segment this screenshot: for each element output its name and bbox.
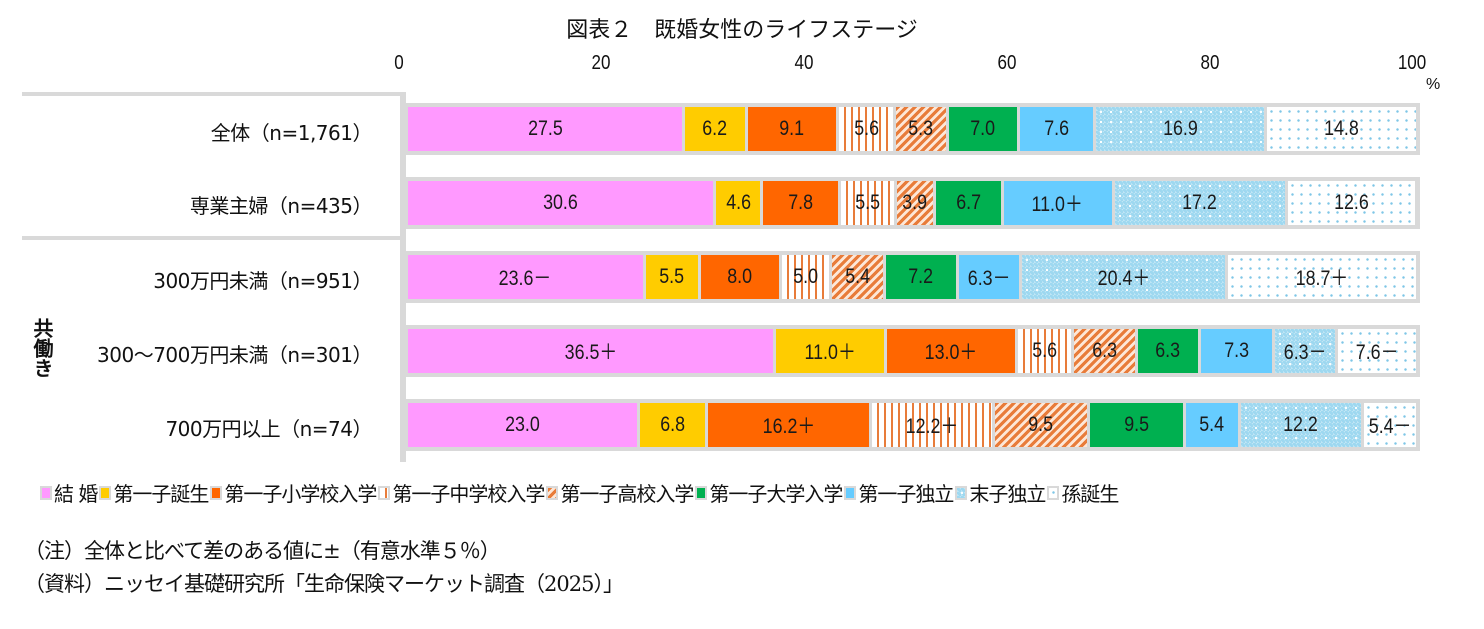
segment-youngest-independent: 17.2: [1114, 181, 1288, 225]
legend-swatch-icon: [1047, 485, 1060, 500]
x-tick-20: 20: [591, 52, 611, 74]
x-tick-60: 60: [997, 52, 1017, 74]
segment-university: 6.3: [1137, 329, 1202, 373]
segment-youngest-independent: 12.2: [1240, 403, 1364, 447]
legend-swatch-icon: [546, 485, 559, 500]
row-label-all: 全体（n=1,761）: [210, 121, 373, 145]
x-tick-80: 80: [1200, 52, 1220, 74]
segment-grandchild-birth: 14.8: [1266, 107, 1416, 151]
legend-item-high-school: 第一子高校入学: [546, 478, 694, 507]
legend-swatch-icon: [99, 485, 112, 500]
segment-university: 6.7: [936, 181, 1004, 225]
segment-youngest-independent: 16.9: [1096, 107, 1267, 151]
legend-swatch-icon: [955, 485, 968, 500]
segment-junior-high: 5.5: [841, 181, 897, 225]
segment-university: 9.5: [1090, 403, 1187, 447]
segment-elementary: 7.8: [762, 181, 842, 225]
segment-marriage: 23.6－: [408, 255, 646, 299]
segment-junior-high: 5.6: [1017, 329, 1075, 373]
segment-first-child-birth: 4.6: [716, 181, 763, 225]
segment-marriage: 23.0: [408, 403, 640, 447]
group-label-dual-income: 共働き: [30, 318, 54, 378]
segment-first-child-independent: 7.3: [1201, 329, 1275, 373]
row-label-under-300: 300万円未満（n=951）: [153, 269, 372, 293]
segment-university: 7.2: [886, 255, 959, 299]
segment-grandchild-birth: 5.4－: [1363, 403, 1416, 447]
row-label-300-700: 300～700万円未満（n=301）: [97, 343, 372, 367]
legend-swatch-icon: [378, 485, 391, 500]
segment-first-child-independent: 11.0＋: [1003, 181, 1115, 225]
legend-item-first-child-birth: 第一子誕生: [99, 478, 209, 507]
segment-elementary: 13.0＋: [886, 329, 1018, 373]
segment-high-school: 5.3: [895, 107, 950, 151]
row-label-housewife: 専業主婦（n=435）: [189, 194, 373, 218]
legend-item-elementary: 第一子小学校入学: [210, 478, 377, 507]
segment-marriage: 30.6: [408, 181, 717, 225]
legend-swatch-icon: [695, 485, 708, 500]
legend-item-first-child-independent: 第一子独立: [844, 478, 954, 507]
segment-high-school: 6.3: [1074, 329, 1138, 373]
segment-elementary: 16.2＋: [708, 403, 872, 447]
bar-row-over-700: 23.0 6.8 16.2＋ 12.2＋ 9.5 9.5 5.4 12.2 5.…: [404, 399, 1420, 451]
segment-first-child-birth: 5.5: [645, 255, 702, 299]
bar-row-under-300: 23.6－ 5.5 8.0 5.0 5.4 7.2 6.3－ 20.4＋ 18.…: [404, 251, 1420, 303]
axis-unit: %: [1426, 76, 1441, 93]
segment-university: 7.0: [949, 107, 1020, 151]
bar-row-300-700: 36.5＋ 11.0＋ 13.0＋ 5.6 6.3 6.3 7.3 6.3－ 7…: [404, 325, 1420, 377]
segment-grandchild-birth: 7.6－: [1338, 329, 1416, 373]
segment-high-school: 3.9: [896, 181, 937, 225]
segment-marriage: 36.5＋: [408, 329, 776, 373]
x-tick-0: 0: [394, 52, 404, 74]
segment-junior-high: 5.6: [839, 107, 896, 151]
segment-high-school: 5.4: [831, 255, 887, 299]
segment-elementary: 8.0: [701, 255, 782, 299]
legend-item-grandchild-birth: 孫誕生: [1047, 478, 1119, 507]
x-tick-40: 40: [794, 52, 814, 74]
chart-title: 図表２ 既婚女性のライフステージ: [566, 18, 918, 43]
segment-junior-high: 12.2＋: [871, 403, 995, 447]
group-divider: [22, 236, 404, 240]
segment-grandchild-birth: 18.7＋: [1227, 255, 1416, 299]
legend-item-junior-high: 第一子中学校入学: [378, 478, 545, 507]
significance-note: （注）全体と比べて差のある値に±（有意水準５％）: [24, 539, 501, 563]
segment-first-child-birth: 11.0＋: [775, 329, 887, 373]
segment-youngest-independent: 20.4＋: [1022, 255, 1228, 299]
legend-item-youngest-independent: 末子独立: [955, 478, 1046, 507]
row-label-over-700: 700万円以上（n=74）: [165, 417, 372, 441]
legend-item-university: 第一子大学入学: [695, 478, 843, 507]
segment-high-school: 9.5: [994, 403, 1091, 447]
legend-swatch-icon: [210, 485, 223, 500]
segment-first-child-independent: 5.4: [1186, 403, 1241, 447]
legend: 結 婚 第一子誕生 第一子小学校入学 第一子中学校入学 第一子高校入学 第一子大…: [40, 478, 1120, 507]
segment-junior-high: 5.0: [781, 255, 832, 299]
segment-first-child-birth: 6.8: [639, 403, 709, 447]
legend-swatch-icon: [40, 485, 52, 500]
segment-first-child-independent: 7.6: [1019, 107, 1097, 151]
legend-swatch-icon: [844, 485, 857, 500]
segment-grandchild-birth: 12.6: [1287, 181, 1415, 225]
source-note: （資料）ニッセイ基礎研究所「生命保険マーケット調査（2025）」: [24, 572, 624, 596]
segment-youngest-independent: 6.3－: [1274, 329, 1339, 373]
x-tick-100: 100: [1397, 52, 1427, 74]
segment-first-child-birth: 6.2: [685, 107, 748, 151]
bar-row-housewife: 30.6 4.6 7.8 5.5 3.9 6.7 11.0＋ 17.2 12.6: [404, 177, 1420, 229]
segment-first-child-independent: 6.3－: [958, 255, 1023, 299]
segment-marriage: 27.5: [408, 107, 686, 151]
legend-item-marriage: 結 婚: [40, 478, 98, 507]
segment-elementary: 9.1: [747, 107, 840, 151]
bar-row-all: 27.5 6.2 9.1 5.6 5.3 7.0 7.6 16.9 14.8: [404, 103, 1420, 155]
